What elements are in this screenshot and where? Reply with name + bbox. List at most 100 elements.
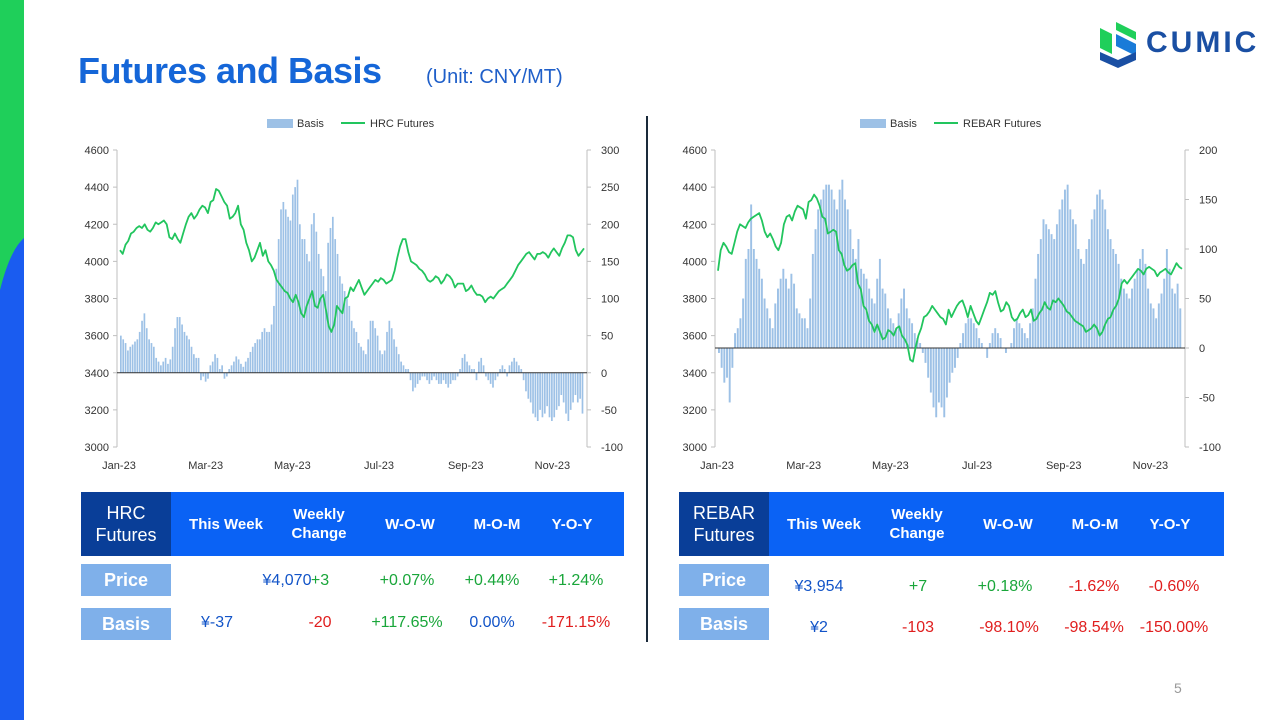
hrc-basis-bar	[317, 253, 320, 373]
rebar-basis-bar	[988, 343, 991, 348]
hrc-basis-bar	[576, 372, 579, 403]
rebar-right-tick-label: -100	[1199, 442, 1221, 454]
rebar-basis-bar	[1034, 278, 1037, 348]
row-label-price: Price	[679, 564, 769, 596]
rebar-x-tick-label: Sep-23	[1046, 460, 1081, 472]
rebar-basis-bar	[1106, 229, 1109, 348]
rebar-basis-bar	[994, 328, 997, 348]
rebar-basis-bar	[1050, 234, 1053, 348]
rebar-basis-bar	[1120, 278, 1123, 348]
hrc-basis-bar	[527, 372, 530, 399]
hrc-basis-bar	[445, 372, 447, 384]
hrc-basis-bar	[414, 372, 417, 388]
rebar-basis-bar	[1018, 323, 1021, 348]
rebar-basis-bar	[884, 293, 887, 348]
rebar-x-tick-label: Jan-23	[700, 460, 734, 472]
hrc-basis-bar	[171, 346, 174, 373]
rebar-basis-bar	[1173, 293, 1176, 348]
rebar-basis-bar	[1058, 209, 1061, 348]
hrc-title-line2: Futures	[95, 525, 157, 545]
hrc-x-tick-label: May-23	[274, 460, 311, 472]
hrc-basis-bar	[513, 357, 516, 373]
rebar-basis-bar	[852, 249, 855, 348]
hrc-basis-bar	[221, 365, 223, 373]
col-yoy: Y-O-Y	[1149, 515, 1191, 533]
hrc-basis-bar	[204, 372, 207, 382]
weekly-line2: Change	[291, 525, 347, 542]
rebar-basis-bar	[1152, 308, 1155, 348]
hrc-basis-bar	[242, 366, 245, 373]
rebar-basis-bar	[1136, 268, 1139, 348]
hrc-basis-bar	[169, 359, 172, 373]
rebar-basis-bar	[986, 348, 989, 358]
hrc-basis-bar	[520, 369, 523, 373]
hrc-basis-bar	[322, 276, 325, 373]
rebar-basis-bar	[836, 209, 838, 348]
rebar-basis-bar	[771, 328, 774, 348]
rebar-basis-bar	[736, 328, 739, 348]
hrc-basis-bar	[157, 361, 160, 373]
hrc-price-yoy: +1.24%	[548, 572, 604, 589]
rebar-basis-this-week: ¥2	[810, 619, 828, 636]
rebar-left-tick-label: 4600	[683, 145, 707, 157]
rebar-basis-bar	[1039, 239, 1042, 348]
hrc-basis-bar	[459, 369, 461, 373]
rebar-basis-bar	[809, 298, 812, 348]
hrc-basis-bar	[426, 372, 428, 381]
rebar-basis-bar	[1093, 209, 1096, 348]
rebar-basis-bar	[873, 303, 876, 348]
hrc-basis-bar	[362, 350, 365, 373]
rebar-basis-bar	[959, 343, 962, 348]
hrc-basis-bar	[275, 268, 278, 373]
hrc-basis-bar	[233, 361, 235, 373]
rebar-basis-bar	[967, 318, 970, 348]
rebar-title-line1: REBAR	[692, 503, 755, 523]
hrc-basis-bar	[470, 369, 473, 373]
hrc-x-tick-label: Jul-23	[364, 460, 394, 472]
hrc-right-tick-label: 150	[601, 256, 619, 268]
hrc-basis-bar	[209, 365, 212, 373]
rebar-basis-bar	[728, 348, 731, 403]
hrc-basis-bar	[428, 372, 431, 384]
hrc-price-weekly-change: +3	[310, 572, 330, 589]
hrc-basis-bar	[249, 351, 252, 373]
rebar-basis-bar	[742, 298, 745, 348]
rebar-basis-bar	[1069, 209, 1072, 348]
hrc-right-tick-label: -50	[601, 405, 617, 417]
hrc-basis-bar	[282, 201, 285, 373]
hrc-left-tick-label: 4000	[85, 256, 109, 268]
hrc-basis-bar	[164, 357, 167, 373]
rebar-basis-bar	[827, 184, 830, 348]
hrc-basis-bar	[383, 350, 386, 373]
hrc-basis-bar	[541, 372, 544, 418]
rebar-basis-wow: -98.10%	[979, 619, 1039, 636]
rebar-basis-bar	[1080, 258, 1083, 348]
rebar-basis-bar	[817, 209, 820, 348]
hrc-basis-bar	[306, 253, 308, 373]
hrc-basis-bar	[379, 350, 381, 373]
hrc-basis-bar	[244, 361, 247, 373]
hrc-basis-bar	[320, 268, 322, 373]
hrc-basis-bar	[388, 320, 391, 373]
col-wow: W-O-W	[983, 515, 1033, 533]
hrc-basis-bar	[579, 372, 581, 399]
col-this-week: This Week	[189, 515, 263, 533]
hrc-basis-bar	[534, 372, 537, 418]
hrc-basis-bar	[136, 339, 139, 373]
hrc-right-tick-label: 50	[601, 331, 613, 343]
hrc-basis-bar	[393, 339, 395, 373]
hrc-basis-bar	[261, 331, 264, 373]
rebar-basis-bar	[1176, 283, 1179, 348]
rebar-basis-bar	[825, 184, 828, 348]
hrc-basis-bar	[558, 372, 560, 407]
rebar-basis-bar	[1101, 199, 1104, 348]
hrc-basis-bar	[475, 372, 478, 381]
hrc-basis-bar	[214, 354, 216, 373]
rebar-table-header: REBAR Futures This Week Weekly Change W-O-…	[679, 492, 1224, 556]
rebar-basis-bar	[777, 288, 779, 348]
rebar-legend-basis-swatch	[860, 119, 886, 128]
hrc-basis-bar	[565, 372, 567, 414]
hrc-basis-bar	[247, 357, 249, 373]
rebar-basis-bar	[905, 308, 908, 348]
col-weekly-change: Weekly Change	[879, 492, 955, 556]
